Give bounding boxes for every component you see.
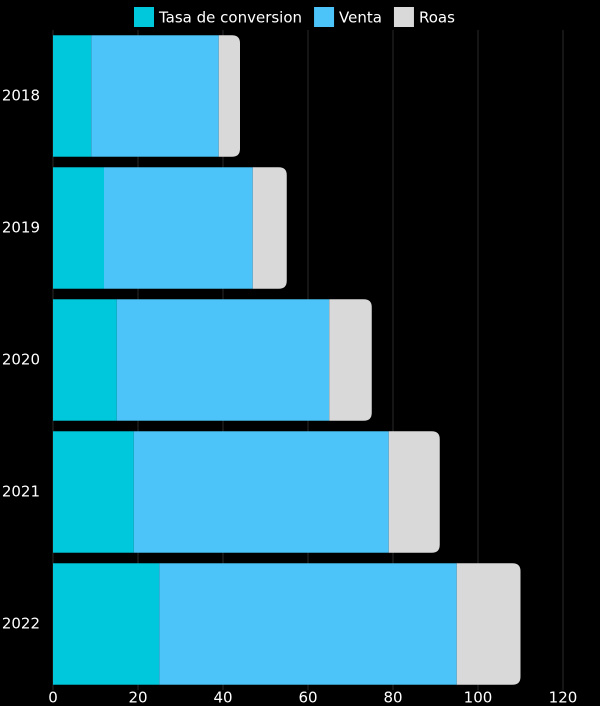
labels: 0 20 40 60 80 100 120 2018 2019 2020 2021 2022	[2, 87, 578, 706]
bar-segment	[218, 35, 240, 157]
y-tick-label: 2018	[2, 87, 40, 105]
bar-segment	[329, 299, 372, 421]
bar-segment	[53, 563, 160, 685]
x-tick-label: 0	[48, 689, 58, 706]
bar-segment	[456, 563, 521, 685]
y-tick-label: 2019	[2, 219, 40, 237]
bar-segment	[91, 35, 219, 157]
x-tick-label: 80	[383, 689, 402, 706]
y-tick-label: 2020	[2, 351, 40, 369]
legend-label: Roas	[419, 9, 455, 27]
bar-segment	[53, 35, 92, 157]
x-tick-label: 60	[298, 689, 317, 706]
x-tick-label: 20	[128, 689, 147, 706]
legend-swatch	[134, 7, 154, 27]
bar-segment	[388, 431, 440, 553]
x-tick-label: 40	[213, 689, 232, 706]
x-tick-label: 120	[549, 689, 578, 706]
bar-segment	[104, 167, 253, 289]
legend-swatch	[314, 7, 335, 27]
x-tick-label: 100	[464, 689, 493, 706]
legend-label: Tasa de conversion	[158, 9, 302, 27]
bar-segment	[159, 563, 457, 685]
bar-segment	[53, 431, 134, 553]
legend-swatch	[393, 7, 414, 27]
bar-segment	[53, 167, 104, 289]
bar-segment	[252, 167, 287, 289]
bar-segment	[133, 431, 389, 553]
bar-segment	[116, 299, 330, 421]
bar-segment	[53, 299, 117, 421]
bars	[53, 35, 521, 685]
y-tick-label: 2022	[2, 615, 40, 633]
legend: Tasa de conversion Venta Roas	[134, 7, 455, 27]
legend-label: Venta	[339, 9, 382, 27]
y-tick-label: 2021	[2, 483, 40, 501]
